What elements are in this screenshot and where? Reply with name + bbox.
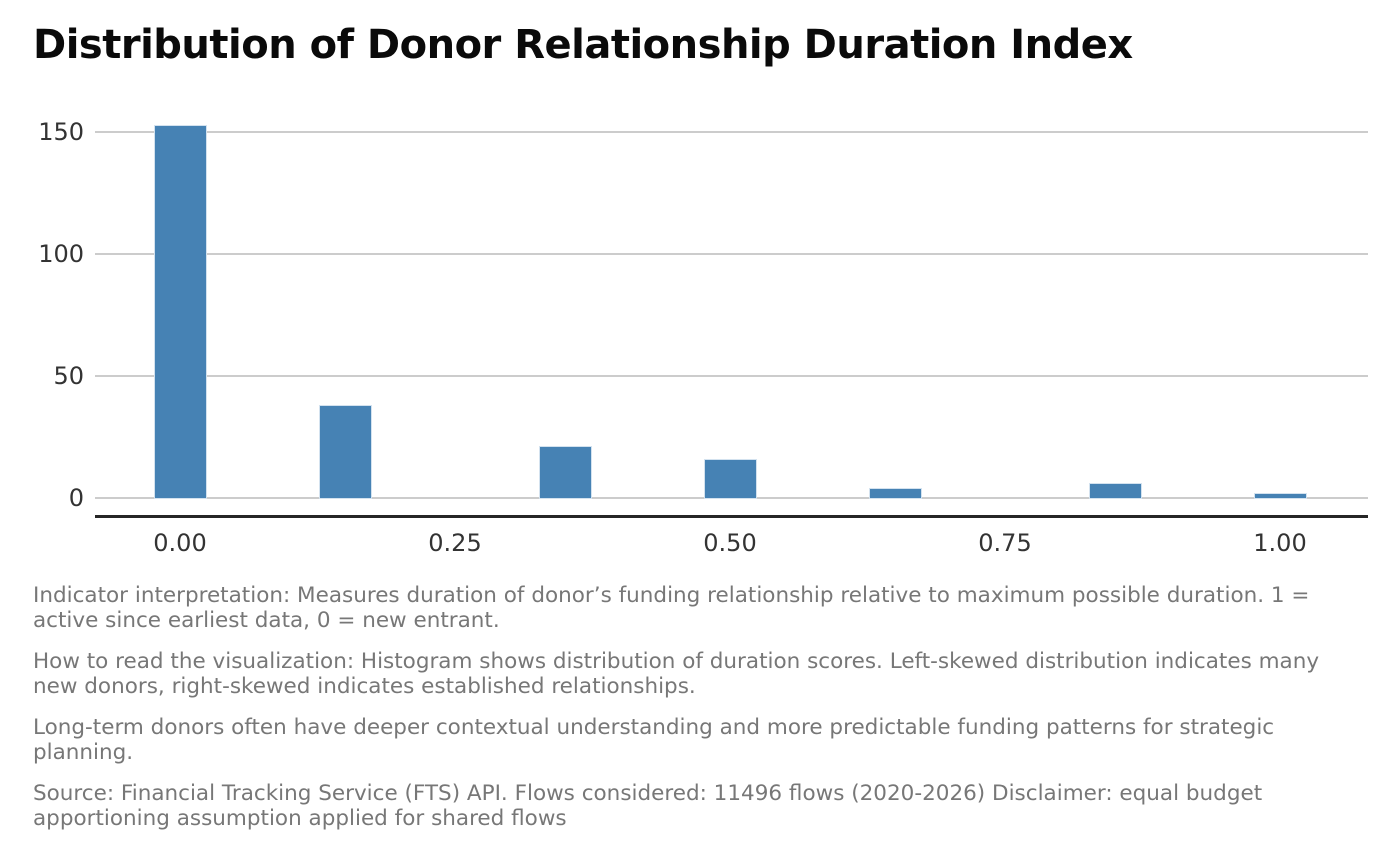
- histogram-bar: [318, 404, 372, 499]
- histogram-bar: [1088, 482, 1142, 499]
- x-axis-line: [95, 515, 1368, 518]
- histogram-plot-area: 0 50 100 150 0.00 0.25 0.50 0.75 1.00: [38, 118, 1368, 557]
- caption-insight: Long-term donors often have deeper conte…: [33, 715, 1275, 765]
- histogram-bar: [1253, 492, 1307, 499]
- x-tick-label-1.00: 1.00: [1253, 529, 1307, 557]
- y-tick-label-50: 50: [53, 361, 84, 390]
- caption-how-to-read: How to read the visualization: Histogram…: [33, 649, 1320, 699]
- caption-indicator-interpretation: Indicator interpretation: Measures durat…: [33, 583, 1310, 633]
- x-tick-label-0.50: 0.50: [703, 529, 757, 557]
- y-tick-label-100: 100: [38, 239, 84, 268]
- x-tick-label-0.00: 0.00: [153, 529, 207, 557]
- histogram-bar: [153, 124, 207, 499]
- histogram-bar: [868, 487, 922, 499]
- histogram-bar: [538, 446, 592, 499]
- y-gridline-150: [95, 131, 1368, 134]
- caption-block: Indicator interpretation: Measures durat…: [33, 583, 1369, 847]
- x-tick-label-0.75: 0.75: [978, 529, 1032, 557]
- histogram-bar: [703, 458, 757, 499]
- x-tick-label-0.25: 0.25: [428, 529, 482, 557]
- y-gridline-50: [95, 374, 1368, 377]
- chart-title: Distribution of Donor Relationship Durat…: [33, 22, 1133, 68]
- caption-source: Source: Financial Tracking Service (FTS)…: [33, 781, 1263, 831]
- y-tick-label-150: 150: [38, 118, 84, 147]
- y-tick-label-0: 0: [68, 483, 84, 512]
- y-gridline-100: [95, 252, 1368, 255]
